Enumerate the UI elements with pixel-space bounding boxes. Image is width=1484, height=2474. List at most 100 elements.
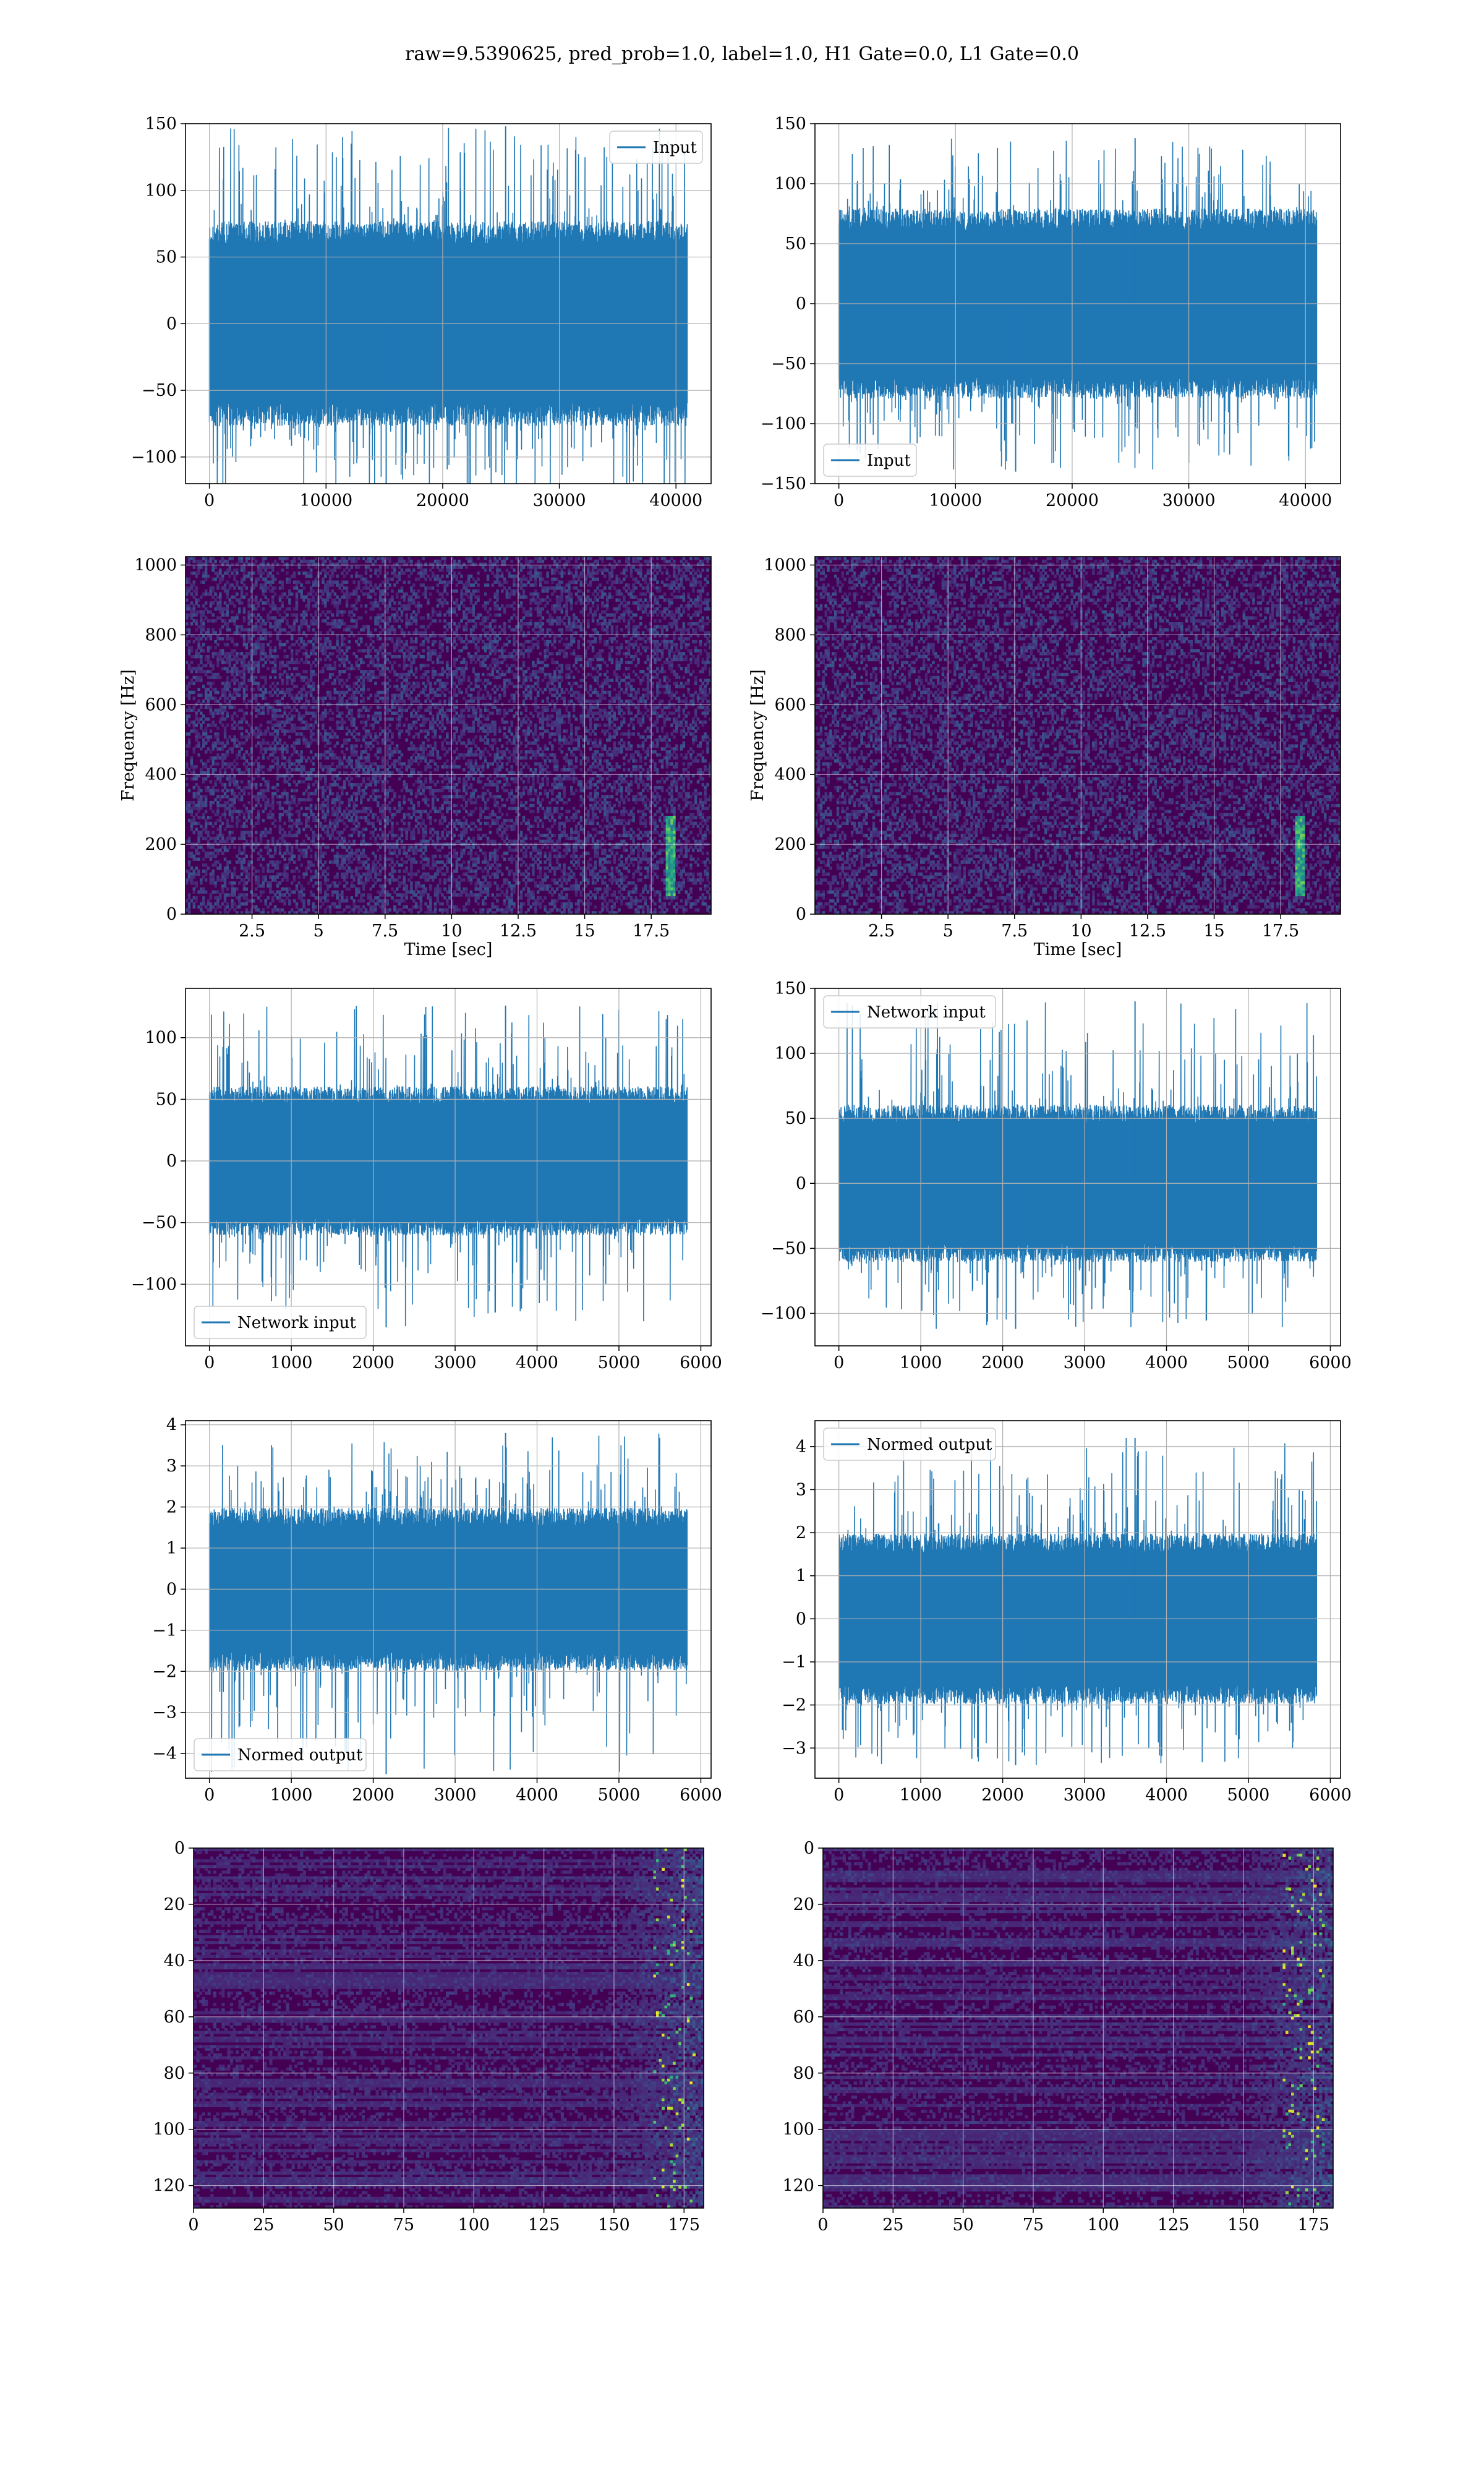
legend-box [823,995,996,1029]
legend: Network input [194,1306,367,1339]
x-tick-label: 7.5 [372,922,398,941]
feature-map-cells [194,1848,704,2208]
y-tick-label: −50 [771,354,806,374]
y-tick-label: 60 [793,2008,814,2027]
y-tick-label: 0 [166,1580,177,1599]
y-tick-label: −2 [152,1662,177,1681]
x-tick-label: 0 [834,1353,844,1372]
x-tick-label: 4000 [516,1353,558,1372]
y-tick-label: 50 [785,1109,806,1128]
y-tick-label: −50 [142,1213,177,1233]
series-line [838,1002,1317,1329]
y-tick-label: 2 [166,1498,177,1517]
x-tick-label: 15 [1203,922,1224,941]
x-tick-label: 25 [882,2215,903,2235]
x-tick-label: 40000 [1279,491,1332,510]
y-tick-label: 50 [156,248,177,267]
panel-normed-output-l1: 0 1000 2000 3000 4000 5000 6000 −3 −2 −1 0 1 2 3 4 Norm… [782,1420,1352,1805]
y-tick-label: 0 [166,905,177,924]
y-tick-label: 100 [782,2120,814,2139]
y-tick-label: 1000 [764,556,806,575]
y-tick-label: 2 [796,1523,806,1543]
y-tick-label: 40 [793,1951,814,1971]
x-tick-label: 3000 [1064,1353,1106,1372]
y-tick-label: 4 [166,1416,177,1435]
series-line [208,1006,688,1327]
x-tick-label: 2000 [352,1786,394,1805]
y-tick-label: 150 [774,979,806,998]
x-tick-label: 6000 [1309,1353,1352,1372]
x-tick-label: 17.5 [1262,922,1299,941]
legend-label: Normed output [237,1746,363,1765]
y-tick-label: 0 [804,1839,814,1858]
x-tick-label: 3000 [434,1786,477,1805]
y-tick-label: 3 [796,1480,806,1499]
axes-frame [814,556,1341,915]
grid-lines [822,1847,1333,2208]
x-tick-label: 20000 [416,491,469,510]
grid-lines [186,988,711,1346]
x-tick-label: 3000 [1064,1786,1106,1805]
x-tick-label: 10 [441,922,462,941]
panel-input-l1: 0 10000 20000 30000 40000 −150 −100 −50 0 50 100 15… [761,114,1341,510]
panel-input-h1: 0 10000 20000 30000 40000 −100 −50 0 50 100 150 Inp… [131,114,712,510]
x-tick-label: 30000 [1162,491,1216,510]
x-tick-label: 175 [668,2215,700,2235]
y-tick-label: 0 [796,905,806,924]
plot-area [815,557,1341,914]
x-tick-label: 5 [943,922,953,941]
y-axis-label: Frequency [Hz] [119,669,138,801]
y-tick-label: 50 [156,1090,177,1109]
x-tick-label: 10 [1070,922,1091,941]
axes-frame [814,988,1341,1346]
legend: Normed output [194,1738,367,1771]
spectrogram-cells [186,557,711,914]
y-tick-label: 60 [164,2008,185,2027]
x-tick-label: 10000 [929,491,982,510]
y-tick-label: 100 [145,1029,177,1048]
panel-normed-output-h1: 0 1000 2000 3000 4000 5000 6000 −4 −3 −2 −1 0 1 2 3 4 No… [152,1416,722,1805]
y-tick-label: 150 [774,114,806,134]
y-tick-label: 800 [145,625,177,644]
y-tick-label: −4 [152,1744,177,1763]
y-tick-label: 20 [164,1895,185,1914]
plot-area [208,1005,688,1328]
legend-label: Input [867,452,911,470]
x-tick-label: 1000 [270,1786,313,1805]
y-tick-label: 100 [774,1044,806,1063]
plot-area [838,1437,1317,1766]
y-tick-label: 150 [145,114,177,134]
legend-box [609,131,703,164]
x-tick-label: 100 [458,2215,490,2235]
plot-area [208,126,688,484]
y-tick-label: 20 [793,1895,814,1914]
y-tick-label: 0 [796,1609,806,1629]
y-tick-label: 0 [796,1174,806,1193]
legend-box [194,1738,367,1771]
x-tick-label: 175 [1297,2215,1329,2235]
x-tick-label: 6000 [680,1353,722,1372]
x-tick-label: 3000 [434,1353,477,1372]
x-tick-label: 2000 [352,1353,394,1372]
y-tick-label: 4 [796,1437,806,1457]
series-line [838,1437,1317,1765]
x-tick-label: 15 [574,922,595,941]
x-tick-label: 6000 [1309,1786,1352,1805]
x-tick-label: 150 [1227,2215,1260,2235]
x-tick-label: 0 [188,2215,198,2235]
y-axis-label: Frequency [Hz] [748,669,767,801]
axes-frame [193,1847,704,2209]
panel-network-input-l1: 0 1000 2000 3000 4000 5000 6000 −100 −50 0 50 100 15… [761,979,1352,1372]
y-tick-label: 80 [793,2064,814,2083]
y-tick-label: 1 [166,1539,177,1558]
panel-spectrogram-l1: 2.5 5 7.5 10 12.5 15 17.5 0 200 400 600 800 1000 Time… [748,556,1341,959]
axes-frame [814,1420,1341,1779]
y-tick-label: −150 [761,474,806,494]
x-tick-label: 12.5 [1129,922,1166,941]
y-tick-label: −3 [782,1739,806,1758]
x-tick-label: 2.5 [868,922,895,941]
x-tick-label: 1000 [900,1353,942,1372]
y-tick-label: −1 [152,1621,177,1640]
y-tick-label: −1 [782,1653,806,1672]
legend: Network input [823,995,996,1029]
